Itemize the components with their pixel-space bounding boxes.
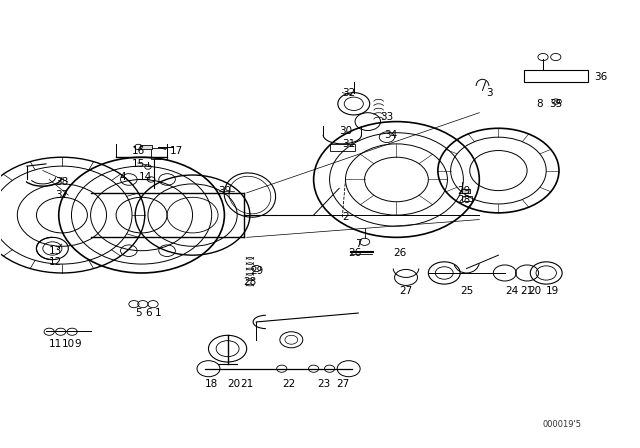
Text: 22: 22 (282, 379, 295, 389)
Bar (462, 189, 470, 193)
Text: 37: 37 (56, 190, 69, 200)
Text: 17: 17 (170, 146, 184, 155)
Text: 26: 26 (394, 248, 406, 258)
Text: 28: 28 (244, 277, 257, 287)
Text: 6: 6 (145, 308, 152, 318)
Bar (524, 70, 588, 82)
Text: 34: 34 (384, 130, 397, 140)
Text: 27: 27 (336, 379, 349, 389)
Text: 30: 30 (339, 125, 352, 135)
Text: 21: 21 (241, 379, 253, 389)
Text: 24: 24 (505, 286, 518, 296)
Text: 20: 20 (228, 379, 241, 389)
Text: 21: 21 (521, 286, 534, 296)
Bar (151, 148, 167, 159)
Text: 000019'5: 000019'5 (543, 420, 582, 429)
Text: 16: 16 (132, 146, 145, 155)
Text: 14: 14 (138, 172, 152, 182)
Text: 15: 15 (132, 159, 145, 169)
Text: 31: 31 (342, 139, 356, 149)
Text: 1: 1 (154, 308, 161, 318)
Text: 12: 12 (49, 257, 63, 267)
Text: 10: 10 (62, 339, 75, 349)
Text: 29: 29 (457, 185, 470, 196)
Text: 25: 25 (460, 286, 474, 296)
Text: 19: 19 (546, 286, 559, 296)
Text: 26: 26 (349, 248, 362, 258)
Text: 39: 39 (218, 185, 231, 196)
Text: 18: 18 (205, 379, 218, 389)
Bar (140, 145, 152, 149)
Text: 27: 27 (399, 286, 413, 296)
Text: 3: 3 (486, 88, 492, 98)
Text: 32: 32 (342, 88, 356, 98)
Text: 28: 28 (457, 194, 470, 205)
Text: 23: 23 (317, 379, 330, 389)
Text: 9: 9 (75, 339, 81, 349)
Text: 35: 35 (549, 99, 563, 109)
Text: 33: 33 (381, 112, 394, 122)
Text: 38: 38 (56, 177, 69, 187)
Bar (330, 144, 355, 151)
Text: 36: 36 (594, 72, 607, 82)
Text: 8: 8 (537, 99, 543, 109)
Text: 2: 2 (342, 212, 349, 222)
Bar (462, 195, 472, 201)
Text: 11: 11 (49, 339, 63, 349)
Text: 5: 5 (135, 308, 142, 318)
Text: 13: 13 (49, 246, 63, 256)
Text: 7: 7 (355, 239, 362, 249)
Text: 4: 4 (119, 172, 126, 182)
Text: 20: 20 (529, 286, 541, 296)
Text: 29: 29 (250, 266, 263, 276)
